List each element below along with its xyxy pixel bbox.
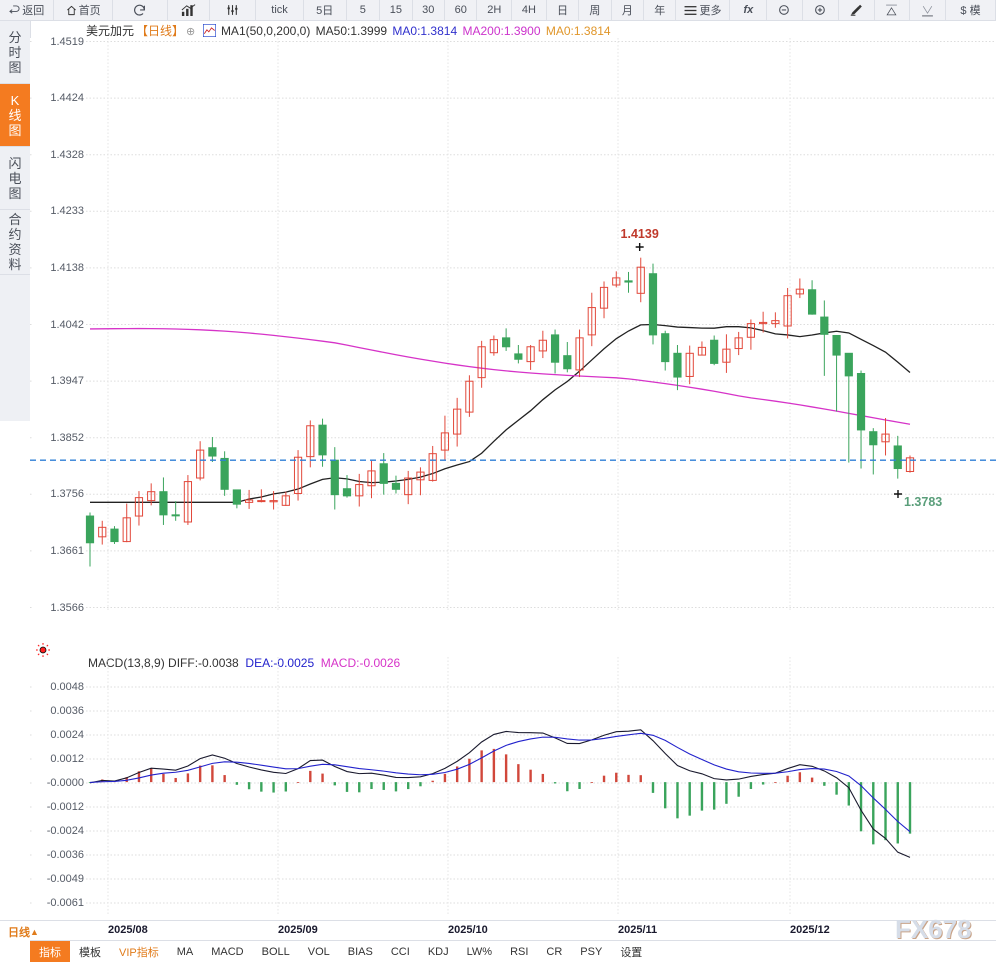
svg-text:1.3783: 1.3783 — [904, 495, 942, 509]
svg-text:1.4139: 1.4139 — [621, 227, 659, 241]
